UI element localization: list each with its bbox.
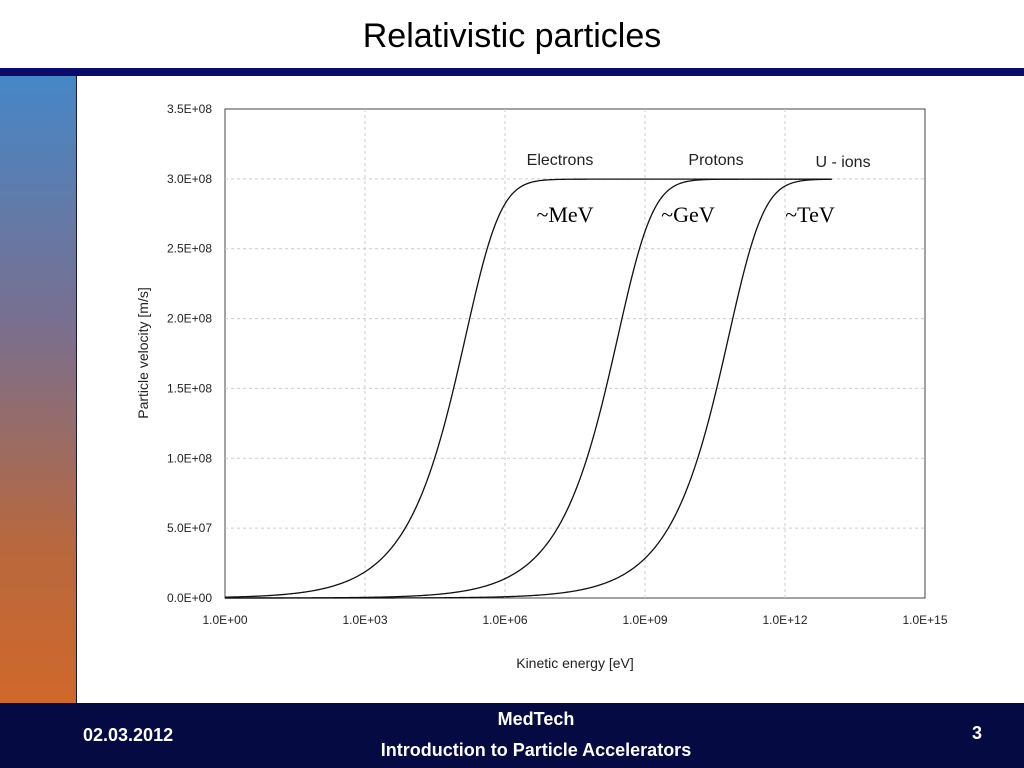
tick-layer: 0.0E+00 5.0E+07 1.0E+08 1.5E+08 2.0E+08 2.5E+…	[167, 102, 948, 627]
y-tick-label: 3.0E+08	[167, 172, 212, 186]
title-divider-bar	[0, 68, 1024, 76]
x-tick-label: 1.0E+06	[482, 613, 527, 627]
y-tick-label: 3.5E+08	[167, 102, 212, 116]
y-tick-label: 0.0E+00	[167, 591, 212, 605]
x-tick-label: 1.0E+15	[902, 613, 947, 627]
y-tick-label: 2.5E+08	[167, 242, 212, 256]
y-tick-label: 2.0E+08	[167, 312, 212, 326]
annotation-tev: ~TeV	[785, 202, 835, 227]
curve-layer	[224, 178, 832, 599]
slide-footer: 02.03.2012 MedTech Introduction to Parti…	[0, 703, 1024, 768]
series-line-u-ions	[225, 178, 832, 599]
series-label-u-ions: U - ions	[815, 154, 870, 171]
plot-area-frame	[224, 108, 926, 599]
footer-course-name: MedTech	[497, 709, 575, 729]
y-tick-label: 1.0E+08	[167, 451, 212, 465]
x-tick-label: 1.0E+00	[202, 613, 247, 627]
x-tick-label: 1.0E+12	[762, 613, 807, 627]
x-tick-label: 1.0E+09	[622, 613, 667, 627]
footer-page-number: 3	[972, 723, 983, 743]
y-axis-label: Particle velocity [m/s]	[135, 287, 151, 418]
slide-title: Relativistic particles	[362, 16, 662, 55]
side-gradient-band	[0, 76, 77, 703]
footer-date: 02.03.2012	[83, 725, 174, 745]
annotation-gev: ~GeV	[661, 202, 715, 227]
y-tick-label: 1.5E+08	[167, 381, 212, 395]
x-tick-label: 1.0E+03	[342, 613, 387, 627]
grid-layer	[225, 109, 925, 598]
x-axis-label: Kinetic energy [eV]	[516, 655, 634, 671]
y-tick-label: 5.0E+07	[167, 521, 212, 535]
footer-lecture-title: Introduction to Particle Accelerators	[380, 740, 692, 760]
annotation-mev: ~MeV	[536, 202, 593, 227]
series-label-protons: Protons	[688, 152, 743, 169]
series-label-electrons: Electrons	[527, 152, 594, 169]
velocity-chart: 0.0E+00 5.0E+07 1.0E+08 1.5E+08 2.0E+08 2.5E+…	[135, 102, 948, 671]
